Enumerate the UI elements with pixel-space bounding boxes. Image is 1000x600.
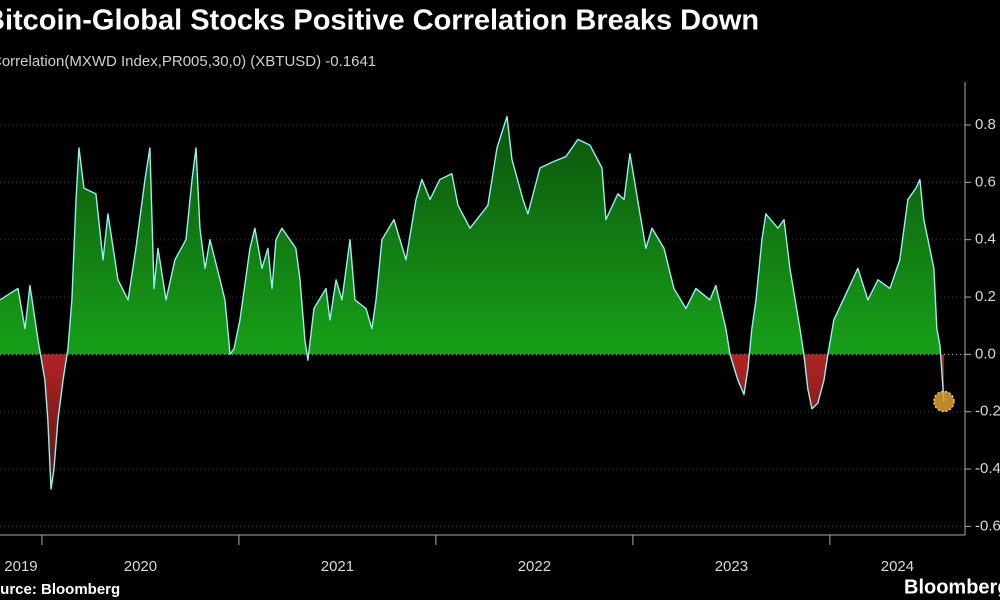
x-tick-label: 2024 [881, 558, 914, 575]
x-tick-label: 2019 [4, 558, 37, 575]
chart-subtitle: Correlation(MXWD Index,PR005,30,0) (XBTU… [0, 53, 376, 70]
y-tick-label: -0.6 [975, 517, 1000, 534]
y-tick-label: 0.6 [975, 173, 996, 190]
chart-title: Bitcoin-Global Stocks Positive Correlati… [0, 5, 759, 37]
x-tick-label: 2022 [518, 558, 551, 575]
y-tick-label: 0.0 [975, 345, 996, 362]
correlation-line [0, 115, 945, 490]
x-tick-label: 2021 [321, 558, 354, 575]
y-tick-label: -0.2 [975, 403, 1000, 420]
y-tick-label: 0.2 [975, 288, 996, 305]
source: Source: Bloomberg [0, 581, 120, 598]
y-tick-label: -0.4 [975, 460, 1000, 477]
last-value-marker [933, 390, 955, 413]
positive-area [0, 116, 944, 355]
x-tick-label: 2023 [715, 558, 748, 575]
y-tick-label: 0.8 [975, 116, 996, 133]
x-tick-label: 2020 [124, 558, 157, 575]
y-tick-label: 0.4 [975, 231, 996, 248]
logo: Bloomberg [904, 576, 1000, 598]
